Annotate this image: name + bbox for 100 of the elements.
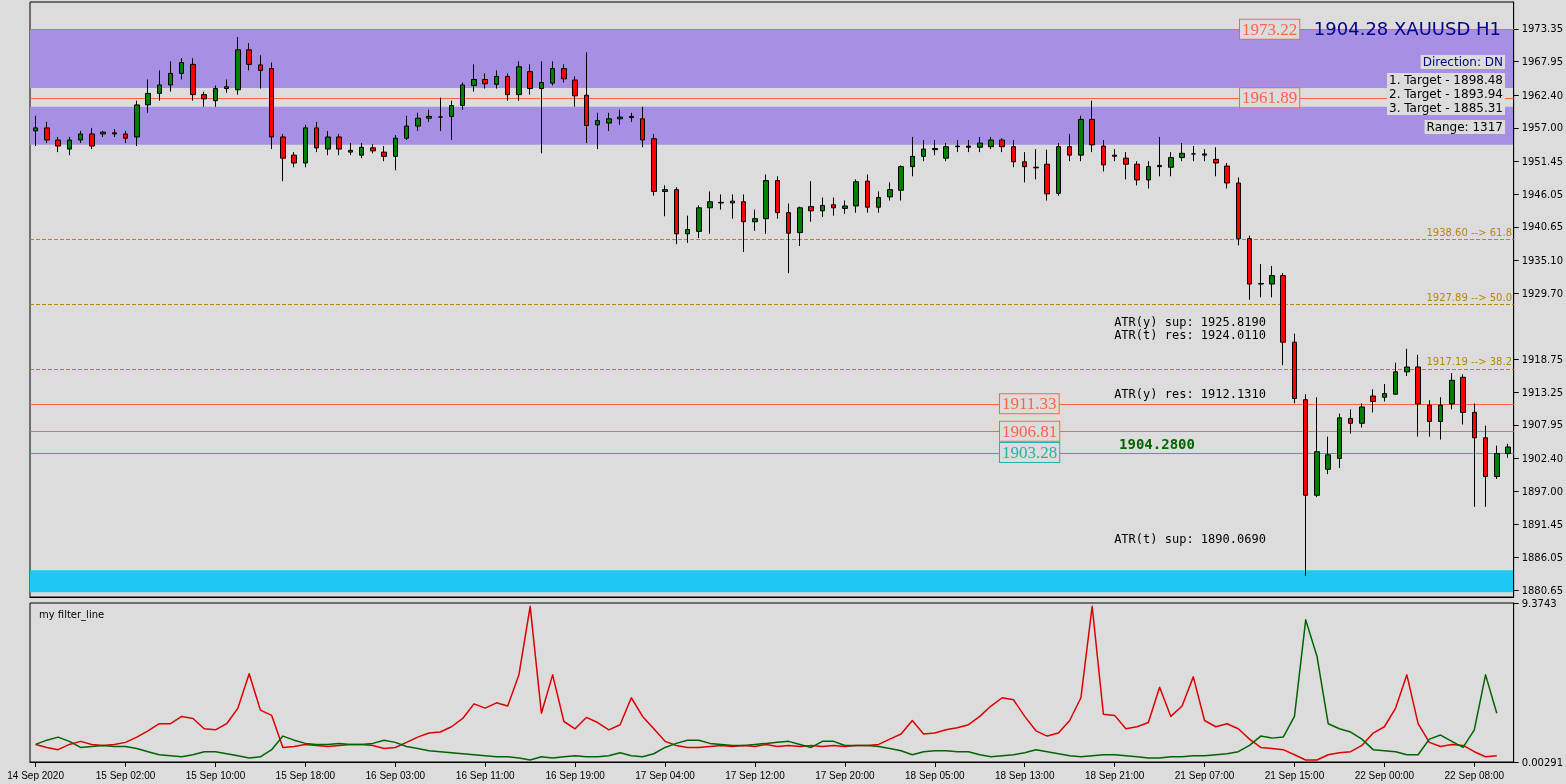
x-tick-label: 16 Sep 03:00 (365, 769, 426, 781)
candlestick (224, 78, 229, 94)
candlestick (78, 130, 83, 144)
candlestick (505, 72, 510, 102)
candlestick (291, 151, 297, 168)
y-tick-label: 1951.45 (1521, 155, 1564, 167)
annotation: Range: 1317 (1426, 120, 1503, 134)
candlestick (1033, 148, 1039, 180)
candlestick (179, 57, 184, 80)
candlestick (1168, 151, 1174, 177)
candlestick (718, 193, 724, 211)
x-tick-label: 17 Sep 12:00 (725, 769, 786, 781)
candlestick (1089, 100, 1095, 153)
ref-line-label: 1973.22 (1242, 19, 1298, 39)
candlestick (426, 109, 432, 123)
y-tick-label: 1967.95 (1521, 56, 1564, 68)
candlestick (1359, 402, 1365, 429)
candlestick (449, 100, 454, 141)
candlestick (112, 128, 117, 138)
x-tick-label: 18 Sep 21:00 (1084, 769, 1145, 781)
candlestick (865, 174, 870, 214)
candlestick (584, 51, 589, 144)
y-tick-label: 1907.95 (1521, 419, 1564, 431)
candlestick (89, 127, 95, 150)
candlestick (55, 136, 61, 153)
annotation: ATR(t) sup: 1890.0690 (1114, 532, 1266, 546)
candlestick (1370, 388, 1376, 413)
y-tick-label: 9.3743 (1521, 597, 1557, 609)
candlestick (157, 69, 162, 102)
candlestick (1427, 399, 1432, 438)
ref-line-label: 1961.89 (1242, 88, 1298, 108)
candlestick (280, 133, 286, 182)
candlestick (955, 139, 960, 153)
candlestick (1191, 145, 1196, 162)
candlestick (662, 184, 668, 217)
annotation: 2. Target - 1893.94 (1389, 87, 1503, 101)
annotation: 1. Target - 1898.48 (1389, 73, 1503, 87)
candlestick (876, 190, 881, 214)
candlestick (415, 112, 421, 132)
candlestick (348, 142, 353, 156)
candlestick (438, 97, 443, 132)
candlestick (1280, 272, 1286, 366)
x-tick-label: 22 Sep 00:00 (1354, 769, 1415, 781)
x-tick-label: 21 Sep 07:00 (1174, 769, 1235, 781)
candlestick (1337, 413, 1342, 469)
y-tick-label: 1886.05 (1521, 551, 1564, 563)
candlestick (1449, 372, 1455, 410)
candlestick (629, 112, 634, 123)
candlestick (190, 57, 196, 102)
candlestick (1078, 115, 1084, 162)
candlestick (516, 60, 522, 102)
annotation: 3. Target - 1885.31 (1389, 101, 1503, 115)
candlestick (1382, 383, 1387, 402)
candlestick (393, 134, 398, 171)
candlestick (1022, 151, 1027, 183)
y-tick-label: 1957.00 (1521, 122, 1564, 134)
candlestick (831, 197, 836, 217)
candlestick (685, 215, 690, 244)
candlestick (1404, 348, 1410, 377)
x-tick-label: 15 Sep 18:00 (275, 769, 336, 781)
candlestick (932, 139, 938, 156)
candlestick (1348, 408, 1353, 435)
candlestick (1123, 151, 1129, 180)
candlestick (1292, 333, 1297, 404)
candlestick (1213, 146, 1219, 177)
candlestick (1258, 263, 1264, 298)
candlestick (168, 60, 173, 93)
candlestick (527, 63, 533, 96)
candlestick (696, 204, 702, 239)
y-tick-label: 1962.40 (1521, 89, 1564, 101)
y-tick-label: 1946.05 (1521, 188, 1564, 200)
candlestick (1505, 443, 1511, 459)
y-tick-label: 1902.40 (1521, 452, 1564, 464)
candlestick (763, 174, 769, 235)
candlestick (853, 178, 859, 214)
candlestick (404, 115, 409, 141)
candlestick (640, 106, 645, 148)
y-tick-label: 1918.75 (1521, 353, 1564, 365)
candlestick (482, 72, 488, 90)
candlestick (494, 69, 499, 90)
y-tick-label: 1913.25 (1521, 387, 1564, 399)
y-tick-label: 1897.00 (1521, 485, 1564, 497)
y-tick-label: 1935.10 (1521, 254, 1564, 266)
candlestick (999, 137, 1005, 153)
candlestick (1269, 265, 1275, 298)
candlestick (842, 200, 848, 215)
candlestick (775, 175, 780, 220)
ref-line-label: 1927.89 --> 50.0 (1426, 291, 1512, 303)
annotation: ATR(t) res: 1924.0110 (1114, 328, 1266, 342)
candlestick (44, 121, 50, 144)
candlestick (1303, 393, 1308, 577)
x-tick-label: 18 Sep 13:00 (994, 769, 1055, 781)
candlestick (550, 60, 555, 87)
y-tick-label: 1929.70 (1521, 287, 1564, 299)
x-tick-label: 21 Sep 15:00 (1264, 769, 1325, 781)
x-tick-label: 16 Sep 11:00 (455, 769, 516, 781)
candlestick (539, 60, 544, 154)
x-tick-label: 17 Sep 20:00 (815, 769, 876, 781)
candlestick (336, 133, 342, 156)
candlestick (1044, 149, 1050, 202)
